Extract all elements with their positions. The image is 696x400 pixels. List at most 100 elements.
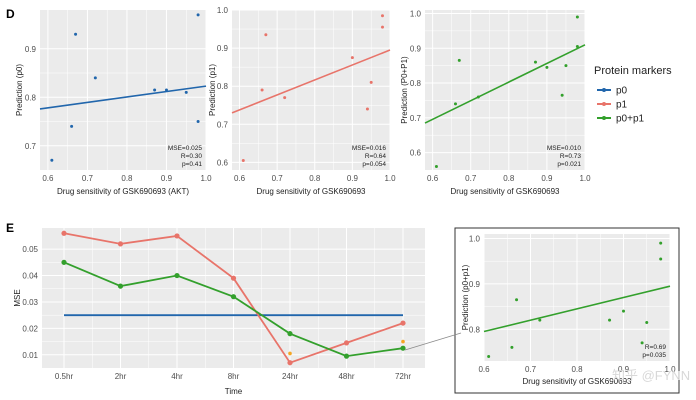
series-point-p1-4 [287,360,293,366]
x-axis-label-d1: Drug sensitivity of GSK690693 (AKT) [57,187,189,196]
y-tick-label-d2-2: 0.8 [217,82,229,91]
data-point-d3-7 [575,45,579,49]
x-tick-label-d1-3: 0.9 [161,174,173,183]
y-tick-label-d1-2: 0.9 [25,45,37,54]
y-tick-label-d2-1: 0.7 [217,120,229,129]
y-tick-label-e-3: 0.04 [22,272,38,281]
stat-label-inset-0: R=0.69 [645,344,667,351]
stat-label-d2-0: MSE=0.016 [352,145,387,152]
y-tick-label-d3-0: 0.6 [410,149,422,158]
y-tick-label-d3-3: 0.9 [410,44,422,53]
x-tick-label-e-6: 72hr [395,372,411,381]
data-point-d1-6 [184,90,188,94]
stat-label-d1-2: p=0.41 [182,161,202,168]
series-point-p0p1-4 [287,331,293,337]
x-tick-label-e-1: 2hr [115,372,127,381]
x-axis-label-e: Time [225,387,243,396]
stat-label-d1-1: R=0.30 [181,153,203,160]
data-point-d2-8 [365,107,369,111]
legend-dot-p1 [602,102,606,106]
data-point-inset-2 [515,298,519,302]
data-point-inset-4 [608,318,612,322]
stat-label-d2-1: R=0.64 [365,153,387,160]
data-point-d3-2 [457,58,461,62]
series-point-p1-5 [343,340,350,346]
stat-label-inset-1: p=0.035 [642,352,666,359]
data-point-d3-8 [575,15,579,19]
legend-label-p0p1: p0+p1 [616,114,645,125]
inset-connector-line [404,332,462,351]
legend-dot-p0p1 [602,116,606,120]
x-tick-label-d2-0: 0.6 [234,174,246,183]
series-point-p0p1-6 [400,345,406,351]
fit-line-inset [483,285,671,333]
series-point-p0p1-5 [343,353,350,359]
y-tick-label-e-2: 0.03 [22,298,38,307]
data-point-d3-1 [453,102,457,106]
data-point-d3-5 [545,65,549,69]
x-axis-label-d2: Drug sensitivity of GSK690693 [257,187,366,196]
x-tick-label-inset-4: 1.0 [664,365,676,374]
data-point-inset-0 [487,354,491,358]
y-tick-label-d2-3: 0.9 [217,44,229,53]
y-tick-label-e-4: 0.05 [22,245,38,254]
y-axis-label-inset: Prediction (p0+p1) [461,264,470,330]
x-tick-label-d2-2: 0.8 [309,174,321,183]
data-point-d2-2 [264,33,268,37]
data-point-inset-8 [659,257,663,261]
stat-label-d3-1: R=0.73 [560,153,582,160]
series-point-p0p1-1 [117,283,124,289]
data-point-d1-5 [164,88,168,92]
y-tick-label-d2-0: 0.6 [217,158,229,167]
y-tick-label-e-0: 0.01 [22,351,38,360]
x-tick-label-e-3: 8hr [228,372,240,381]
x-tick-label-d2-4: 1.0 [384,174,396,183]
y-tick-label-e-1: 0.02 [22,324,38,333]
x-tick-label-d1-0: 0.6 [42,174,54,183]
fit-line-d3 [424,44,586,124]
watermark: 知乎 @FYNN [612,368,690,383]
x-tick-label-e-5: 48hr [338,372,354,381]
y-tick-label-d3-4: 1.0 [410,9,422,18]
series-point-p0p1-2 [174,272,180,279]
legend-item-p1: p1 [597,100,628,111]
data-point-d2-5 [369,80,373,84]
x-axis-label-inset: Drug sensitivity of GSK690693 [523,377,632,386]
data-point-d1-7 [196,13,200,17]
series-point-p1-2 [174,233,180,239]
x-tick-label-inset-0: 0.6 [478,365,490,374]
highlight-marker-0 [288,351,292,356]
data-point-d2-1 [260,88,264,92]
y-tick-label-inset-2: 1.0 [469,235,481,244]
highlight-marker-1 [401,339,405,344]
x-tick-label-e-2: 4hr [171,372,183,381]
data-point-inset-1 [510,345,514,349]
legend-item-p0: p0 [597,86,628,97]
y-tick-label-inset-1: 0.9 [469,280,481,289]
panel-e-letter: E [6,221,14,235]
fit-line-d2 [231,49,391,114]
legend-title: Protein markers [594,65,672,77]
stat-label-d2-2: p=0.054 [362,161,386,168]
series-point-p1-6 [400,320,406,326]
series-point-p0p1-3 [230,294,237,300]
series-point-p1-0 [61,230,67,236]
data-point-inset-7 [659,241,663,245]
x-tick-label-d2-3: 0.9 [347,174,359,183]
y-tick-label-inset-0: 0.8 [469,325,481,334]
series-point-p0p1-0 [61,259,67,265]
data-point-d3-3 [476,95,480,99]
data-point-d1-8 [196,120,200,124]
stat-label-d3-0: MSE=0.010 [547,145,582,152]
y-axis-label-e: MSE [13,289,22,306]
x-tick-label-inset-1: 0.7 [525,365,537,374]
y-axis-label-d3: Prediction (P0+P1) [400,56,409,124]
y-tick-label-d3-1: 0.7 [410,114,422,123]
x-tick-label-d1-4: 1.0 [200,174,212,183]
data-point-d1-2 [93,76,97,80]
data-point-d3-0 [434,165,438,169]
legend-label-p1: p1 [616,100,628,111]
data-point-d2-6 [380,14,384,18]
data-point-d1-3 [70,124,74,128]
